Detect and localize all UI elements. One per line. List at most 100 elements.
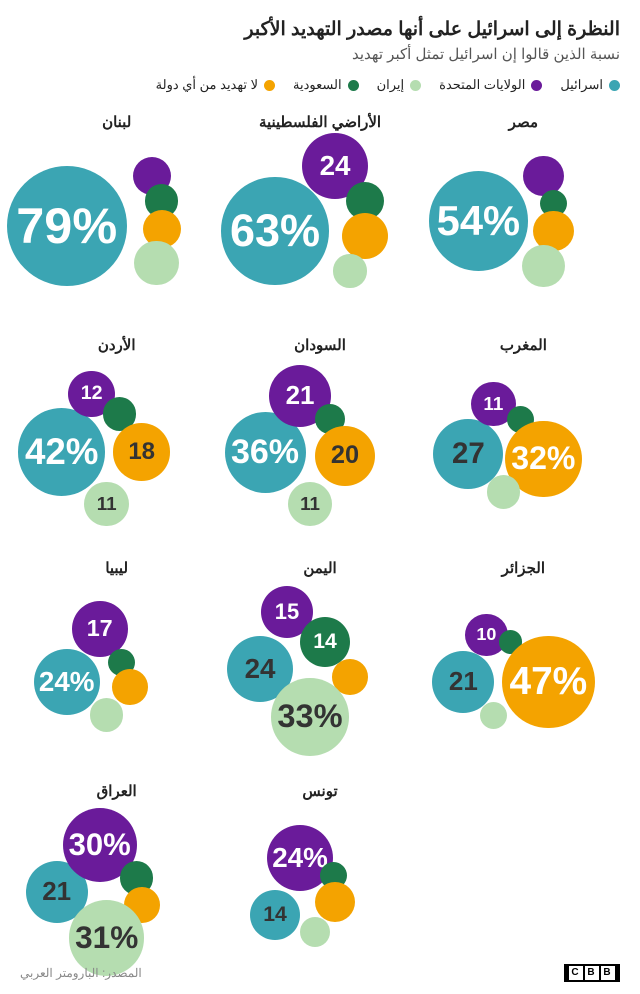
bubble-label: 11 bbox=[97, 493, 117, 515]
bubble-label: 24% bbox=[39, 666, 95, 698]
bbc-logo: BBC bbox=[564, 964, 620, 982]
bubble-label: 15 bbox=[275, 599, 299, 625]
legend-label: لا تهديد من أي دولة bbox=[156, 77, 258, 93]
country-name: تونس bbox=[223, 782, 416, 800]
bubble-none bbox=[112, 669, 148, 705]
country-name: لبنان bbox=[20, 113, 213, 131]
chart-grid: مصر54%الأراضي الفلسطينية63%24لبنان79%الم… bbox=[20, 113, 620, 985]
bubble-label: 79% bbox=[16, 196, 117, 255]
bubble-cluster: 14 24% bbox=[225, 810, 415, 985]
bubble-iran bbox=[333, 254, 366, 287]
bubble-label: 32% bbox=[511, 440, 575, 477]
bubble-israel: 42% bbox=[18, 408, 105, 495]
legend-label: إيران bbox=[377, 77, 405, 93]
bubble-label: 33% bbox=[277, 698, 342, 735]
bubble-label: 36% bbox=[231, 433, 299, 472]
country-panel: مصر 54% bbox=[427, 113, 620, 316]
country-panel: الأردن 42% 12 18 11 bbox=[20, 336, 213, 539]
bubble-label: 30% bbox=[69, 827, 131, 863]
country-name: اليمن bbox=[223, 559, 416, 577]
country-name: الأردن bbox=[20, 336, 213, 354]
bubble-label: 11 bbox=[483, 393, 503, 415]
bubble-none: 47% bbox=[502, 636, 595, 729]
legend-item: لا تهديد من أي دولة bbox=[156, 77, 275, 93]
country-name: العراق bbox=[20, 782, 213, 800]
country-name: مصر bbox=[427, 113, 620, 131]
bubble-label: 21 bbox=[42, 876, 71, 907]
bubble-label: 20 bbox=[331, 441, 359, 470]
bubble-label: 21 bbox=[449, 666, 478, 697]
country-panel: المغرب 27 11 32% bbox=[427, 336, 620, 539]
bubble-cluster: 21 30% 31% bbox=[22, 810, 212, 985]
bubble-none: 20 bbox=[315, 426, 375, 486]
country-panel: السودان 36% 21 20 11 bbox=[223, 336, 416, 539]
legend-label: اسرائيل bbox=[560, 77, 603, 93]
country-panel: الجزائر 21 10 47% bbox=[427, 559, 620, 762]
legend-label: الولايات المتحدة bbox=[439, 77, 525, 93]
bubble-label: 54% bbox=[437, 197, 520, 245]
bubble-label: 27 bbox=[452, 437, 485, 471]
bubble-label: 17 bbox=[87, 615, 113, 642]
country-name: ليبيا bbox=[20, 559, 213, 577]
country-panel: تونس 14 24% bbox=[223, 782, 416, 985]
bubble-cluster: 63%24 bbox=[225, 141, 415, 316]
bubble-label: 12 bbox=[81, 382, 103, 405]
bubble-cluster: 79% bbox=[22, 141, 212, 316]
bubble-label: 31% bbox=[75, 919, 138, 956]
country-name: السودان bbox=[223, 336, 416, 354]
bubble-label: 14 bbox=[313, 630, 337, 654]
bubble-iran: 11 bbox=[288, 482, 333, 527]
bubble-iran bbox=[90, 698, 123, 731]
bubble-label: 63% bbox=[230, 205, 320, 257]
legend-item: الولايات المتحدة bbox=[439, 77, 542, 93]
bubble-israel: 63% bbox=[221, 177, 328, 284]
us-dot bbox=[531, 80, 542, 91]
country-name: المغرب bbox=[427, 336, 620, 354]
chart-title: النظرة إلى اسرائيل على أنها مصدر التهديد… bbox=[20, 18, 620, 41]
country-name: الجزائر bbox=[427, 559, 620, 577]
bubble-iran bbox=[134, 241, 179, 286]
bubble-label: 24% bbox=[272, 842, 328, 874]
chart-subtitle: نسبة الذين قالوا إن اسرائيل تمثل أكبر ته… bbox=[20, 45, 620, 63]
country-panel: الأراضي الفلسطينية 63%24 bbox=[223, 113, 416, 316]
bubble-israel: 54% bbox=[429, 171, 528, 270]
bubble-none bbox=[342, 213, 389, 260]
bubble-label: 14 bbox=[263, 903, 287, 927]
legend-item: السعودية bbox=[293, 77, 359, 93]
bubble-israel: 79% bbox=[7, 166, 127, 286]
footer: BBC المصدر: البارومتر العربي bbox=[20, 964, 620, 982]
bubble-iran bbox=[300, 917, 330, 947]
bubble-label: 24 bbox=[320, 150, 351, 182]
bubble-cluster: 36% 21 20 11 bbox=[225, 364, 415, 539]
bubble-cluster: 27 11 32% bbox=[428, 364, 618, 539]
bubble-label: 10 bbox=[476, 624, 496, 645]
bubble-label: 18 bbox=[128, 438, 155, 466]
legend: اسرائيل الولايات المتحدة إيران السعودية لا ت… bbox=[20, 77, 620, 93]
bubble-iran bbox=[480, 702, 507, 729]
bubble-iran bbox=[522, 245, 565, 288]
bubble-label: 42% bbox=[25, 431, 99, 473]
bubble-label: 11 bbox=[300, 493, 320, 515]
bubble-none bbox=[315, 882, 356, 923]
bubble-label: 21 bbox=[286, 380, 315, 411]
none-dot bbox=[264, 80, 275, 91]
bubble-israel: 14 bbox=[250, 890, 301, 941]
country-panel: العراق 21 30% 31% bbox=[20, 782, 213, 985]
bubble-cluster: 21 10 47% bbox=[428, 587, 618, 762]
saudi-dot bbox=[348, 80, 359, 91]
bubble-cluster: 42% 12 18 11 bbox=[22, 364, 212, 539]
legend-label: السعودية bbox=[293, 77, 342, 93]
israel-dot bbox=[609, 80, 620, 91]
bubble-cluster: 24 15 14 33% bbox=[225, 587, 415, 762]
bubble-label: 24 bbox=[245, 653, 276, 685]
bubble-label: 47% bbox=[509, 660, 587, 704]
bubble-iran: 11 bbox=[84, 482, 129, 527]
bubble-israel: 24% bbox=[34, 649, 100, 715]
country-panel: لبنان 79% bbox=[20, 113, 213, 316]
bubble-cluster: 54% bbox=[428, 141, 618, 316]
iran-dot bbox=[410, 80, 421, 91]
bubble-iran bbox=[487, 475, 520, 508]
country-name: الأراضي الفلسطينية bbox=[223, 113, 416, 131]
legend-item: اسرائيل bbox=[560, 77, 620, 93]
bubble-none: 18 bbox=[113, 423, 170, 480]
